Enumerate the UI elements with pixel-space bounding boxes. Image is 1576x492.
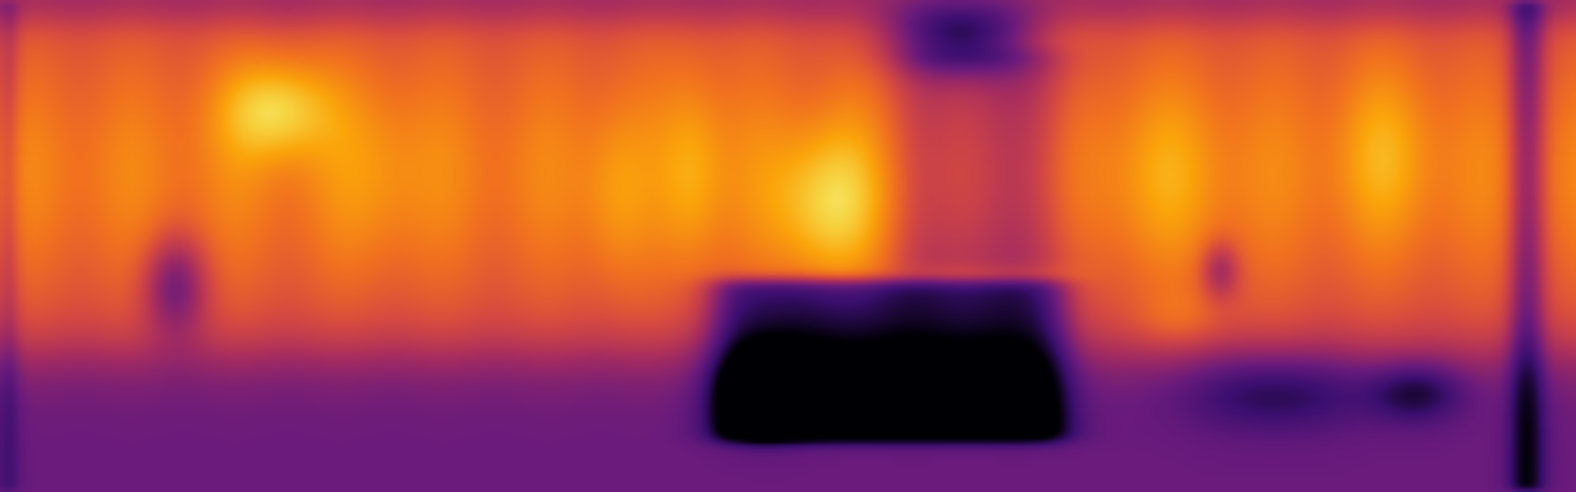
depth-heatmap-canvas <box>0 0 1576 492</box>
depth-heatmap <box>0 0 1576 492</box>
